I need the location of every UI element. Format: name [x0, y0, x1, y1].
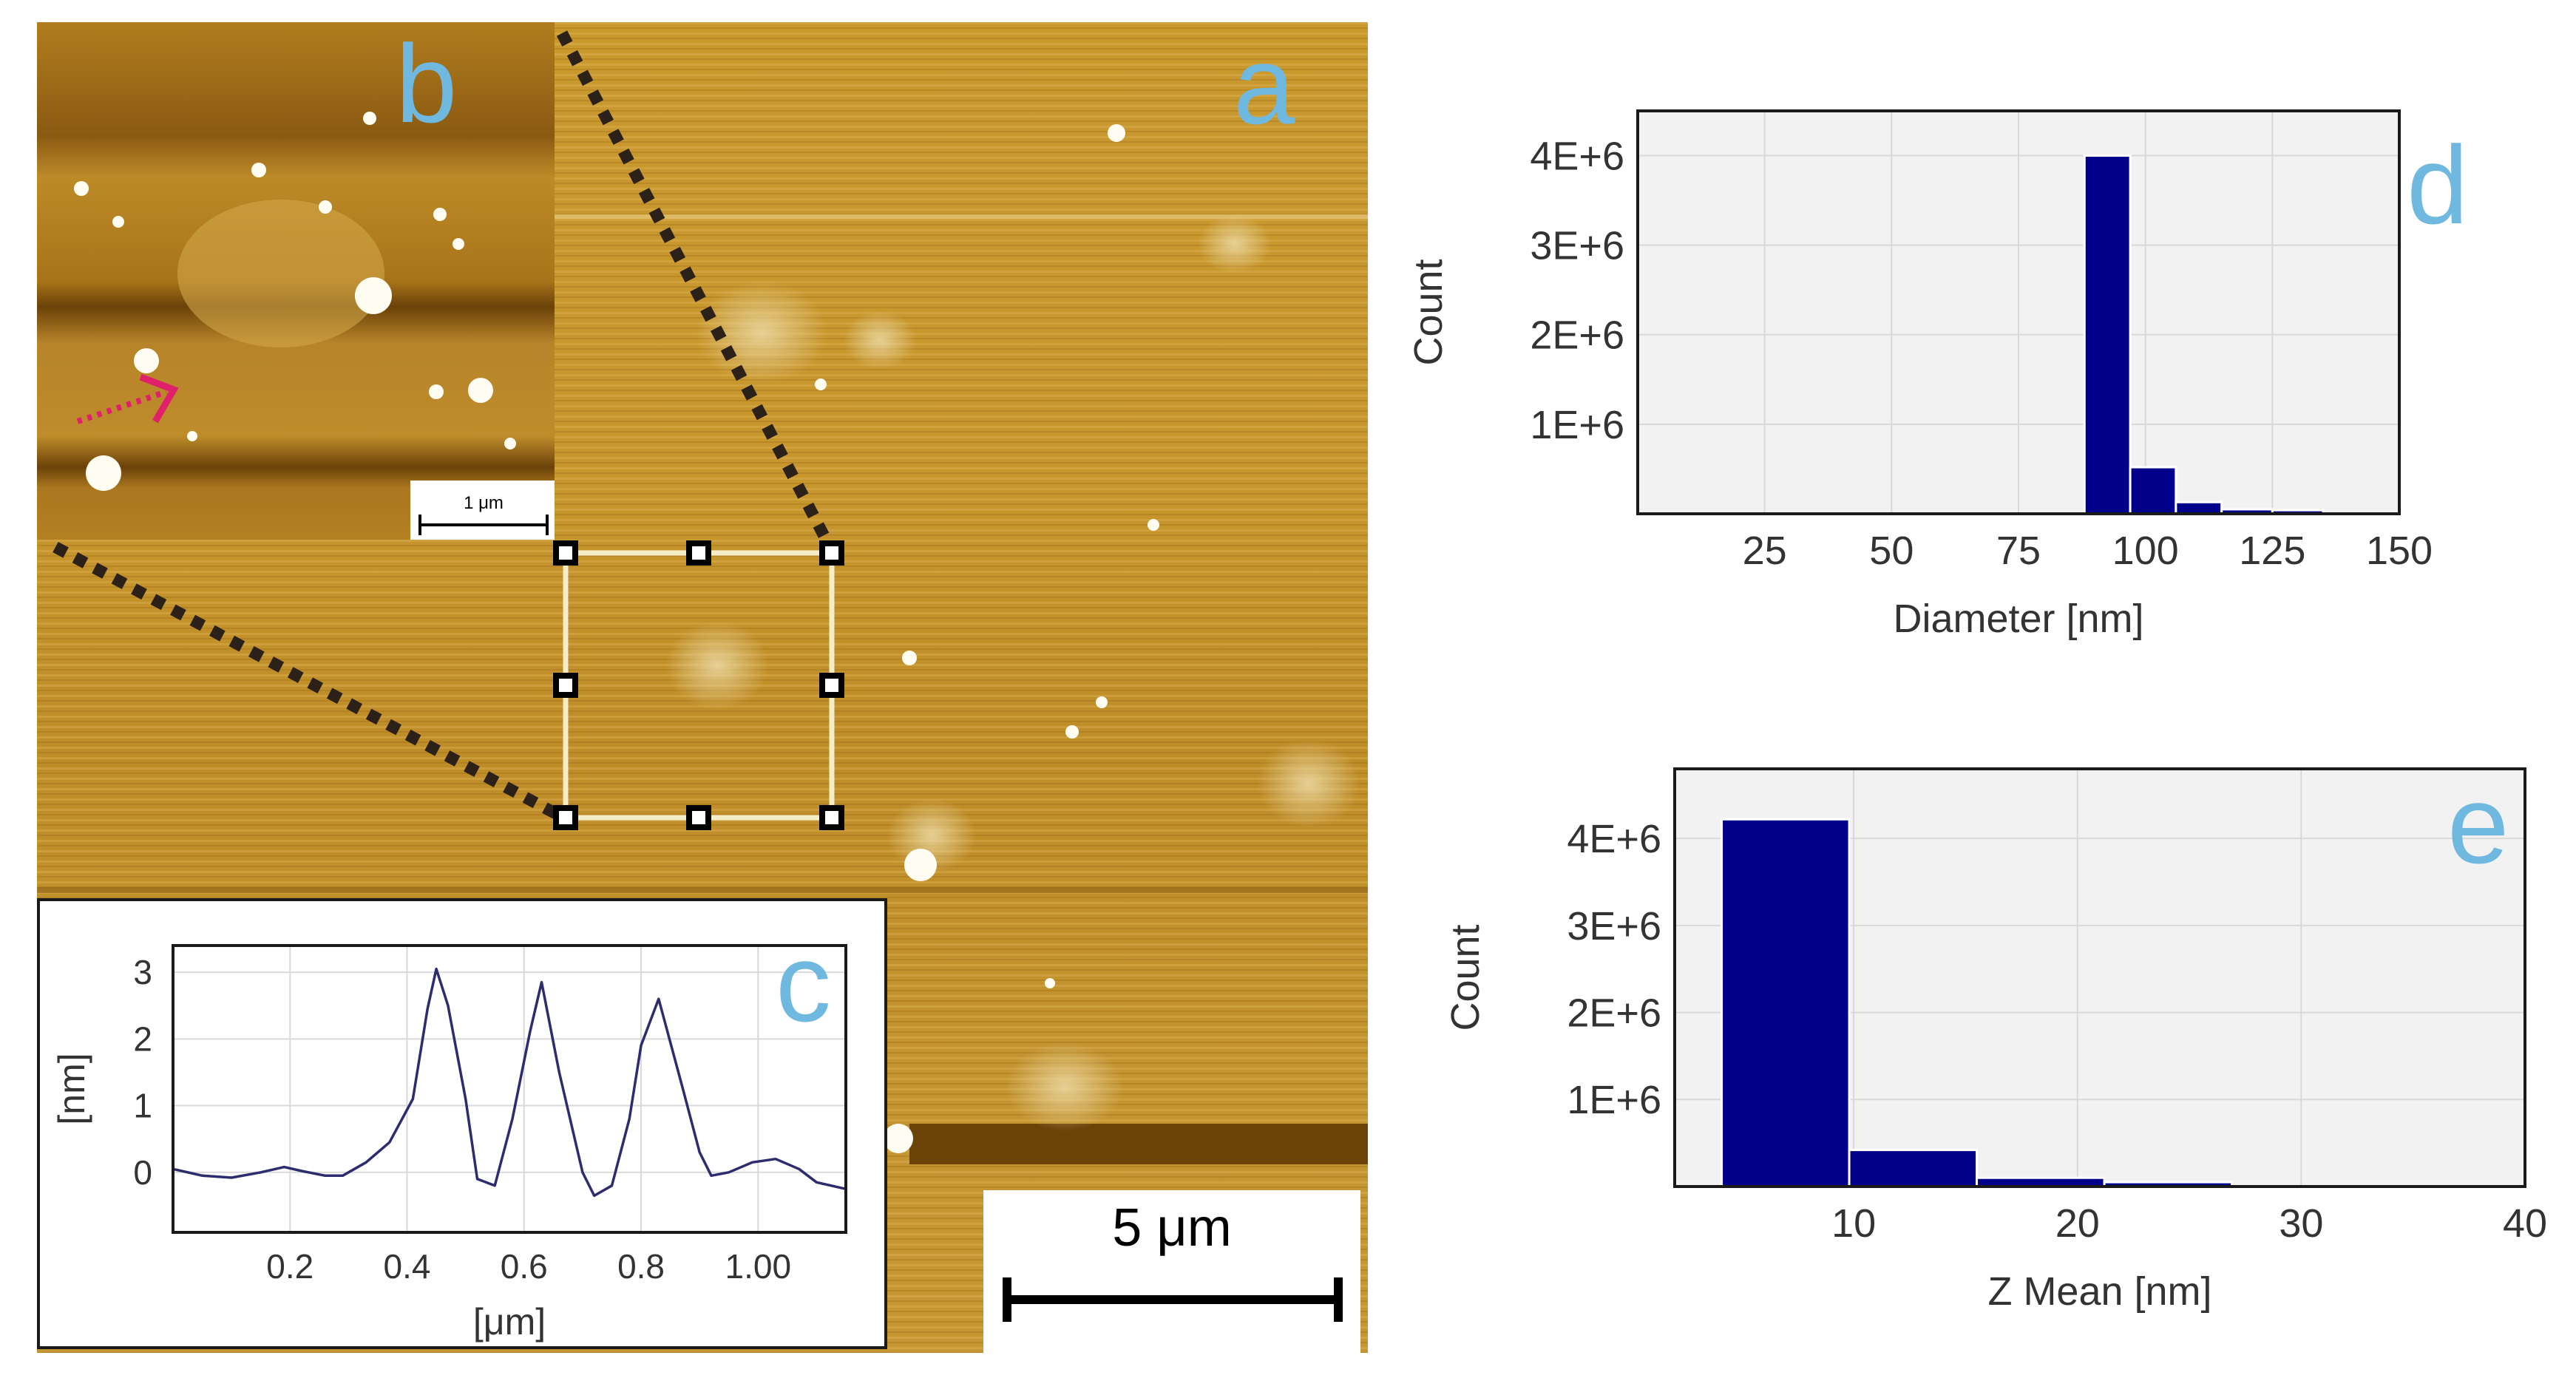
inset-scale-bar-label: 1 μm — [464, 493, 504, 513]
afm-particle — [1045, 978, 1055, 988]
inset-particle — [355, 277, 392, 314]
inset-cluster — [177, 200, 384, 347]
y-tick-label: 1E+6 — [1530, 403, 1624, 447]
selection-handles — [553, 540, 844, 830]
y-tick-label: 2E+6 — [1567, 991, 1661, 1035]
x-tick-label: 75 — [1996, 529, 2041, 573]
y-axis-label: Count — [1406, 259, 1451, 365]
histogram-bar — [2129, 466, 2177, 515]
afm-inset-image: 1 μm — [37, 22, 555, 540]
y-tick-label: 0 — [133, 1153, 152, 1192]
inset-particle — [319, 200, 332, 214]
x-axis-label: [μm] — [473, 1301, 546, 1343]
scale-bar-box: 5 μm — [983, 1190, 1360, 1353]
inset-scale-bar-bg — [410, 481, 555, 540]
histogram-bar — [1848, 1149, 1979, 1188]
y-tick-label: 4E+6 — [1530, 134, 1624, 178]
inset-particle — [74, 181, 89, 196]
afm-particle — [1148, 519, 1159, 531]
profile-chart: 0.2 0.4 0.6 0.8 1.00 0 1 2 3 [μm] [nm] — [51, 944, 847, 1343]
inset-particle — [363, 112, 376, 125]
x-tick-label: 50 — [1869, 529, 1914, 573]
y-tick-label: 2 — [133, 1019, 152, 1058]
plot-frame — [1673, 767, 2526, 1188]
x-tick-label: 30 — [2279, 1201, 2323, 1246]
x-tick-label: 20 — [2055, 1201, 2100, 1246]
inset-particle — [504, 438, 516, 449]
y-tick-label: 3E+6 — [1567, 904, 1661, 948]
scale-bar-label: 5 μm — [1112, 1198, 1232, 1257]
afm-particle — [902, 651, 917, 665]
zoom-line-bottom — [52, 541, 565, 823]
inset-particle — [453, 238, 464, 250]
histogram-bar — [1721, 818, 1851, 1188]
afm-panel-b: 1 μm b — [37, 22, 555, 540]
y-tick-label: 3 — [133, 953, 152, 991]
afm-dark-band — [909, 1124, 1368, 1164]
x-tick-label: 1.00 — [725, 1247, 792, 1286]
x-tick-label: 40 — [2503, 1201, 2547, 1246]
zmean-histogram: 10 20 30 40 1E+6 2E+6 3E+6 4E+6 Z Mean [nm] Count — [1443, 767, 2547, 1314]
plot-frame — [1636, 109, 2401, 515]
x-tick-label: 125 — [2239, 529, 2305, 573]
diameter-histogram: 25 50 75 100 125 150 1E+6 2E+6 3E+6 4E+6 Diameter … — [1406, 109, 2433, 641]
y-tick-label: 1E+6 — [1567, 1078, 1661, 1122]
x-tick-label: 150 — [2366, 529, 2433, 573]
afm-particle — [1108, 124, 1125, 142]
afm-particle — [904, 849, 937, 881]
inset-particle — [433, 208, 447, 221]
panel-letter-e: e — [2447, 762, 2509, 886]
inset-particle — [134, 348, 159, 373]
y-axis-label: [nm] — [51, 1053, 92, 1124]
afm-dark-band-2 — [37, 887, 1368, 893]
selection-box — [563, 550, 835, 821]
zoom-overlay — [52, 30, 844, 830]
panel-letter-d: d — [2407, 123, 2469, 247]
afm-cluster — [843, 310, 917, 370]
afm-light-band — [37, 214, 1368, 219]
afm-cluster — [1198, 214, 1272, 274]
profile-line — [172, 967, 847, 1198]
inset-particle — [251, 163, 266, 177]
panel-letter-c: c — [776, 920, 831, 1045]
afm-particle — [1096, 696, 1108, 708]
panel-letter-b: b — [396, 21, 458, 146]
y-tick-label: 4E+6 — [1567, 817, 1661, 861]
x-tick-label: 100 — [2112, 529, 2179, 573]
pointer-arrowhead — [139, 373, 179, 424]
profile-panel-c: 0.2 0.4 0.6 0.8 1.00 0 1 2 3 [μm] [nm] c — [37, 898, 887, 1349]
inset-particle — [86, 455, 121, 491]
inset-particle — [429, 384, 444, 399]
plot-frame — [172, 944, 847, 1234]
x-tick-label: 10 — [1831, 1201, 1876, 1246]
afm-cluster — [1006, 1042, 1124, 1131]
y-tick-label: 3E+6 — [1530, 224, 1624, 268]
y-tick-label: 2E+6 — [1530, 313, 1624, 358]
histogram-bar — [2175, 500, 2223, 515]
afm-particle — [884, 1124, 913, 1153]
afm-cluster — [1257, 739, 1360, 828]
afm-particle — [1065, 725, 1079, 739]
inset-particle — [112, 216, 124, 228]
x-tick-label: 0.2 — [266, 1247, 313, 1286]
x-axis-label: Diameter [nm] — [1893, 597, 2143, 641]
x-axis-label: Z Mean [nm] — [1987, 1269, 2211, 1314]
x-tick-label: 0.8 — [617, 1247, 665, 1286]
y-axis-label: Count — [1443, 924, 1488, 1031]
afm-cluster — [665, 621, 769, 710]
x-tick-label: 0.4 — [384, 1247, 431, 1286]
x-tick-label: 25 — [1743, 529, 1787, 573]
histogram-bar — [2083, 155, 2132, 515]
x-tick-label: 0.6 — [501, 1247, 548, 1286]
plot-area — [173, 946, 846, 1232]
panel-letter-a: a — [1233, 23, 1295, 147]
y-tick-label: 1 — [133, 1087, 152, 1125]
zoom-line-top — [556, 30, 838, 554]
afm-particle — [815, 379, 827, 390]
inset-particle — [187, 431, 197, 441]
inset-particle — [468, 378, 493, 403]
